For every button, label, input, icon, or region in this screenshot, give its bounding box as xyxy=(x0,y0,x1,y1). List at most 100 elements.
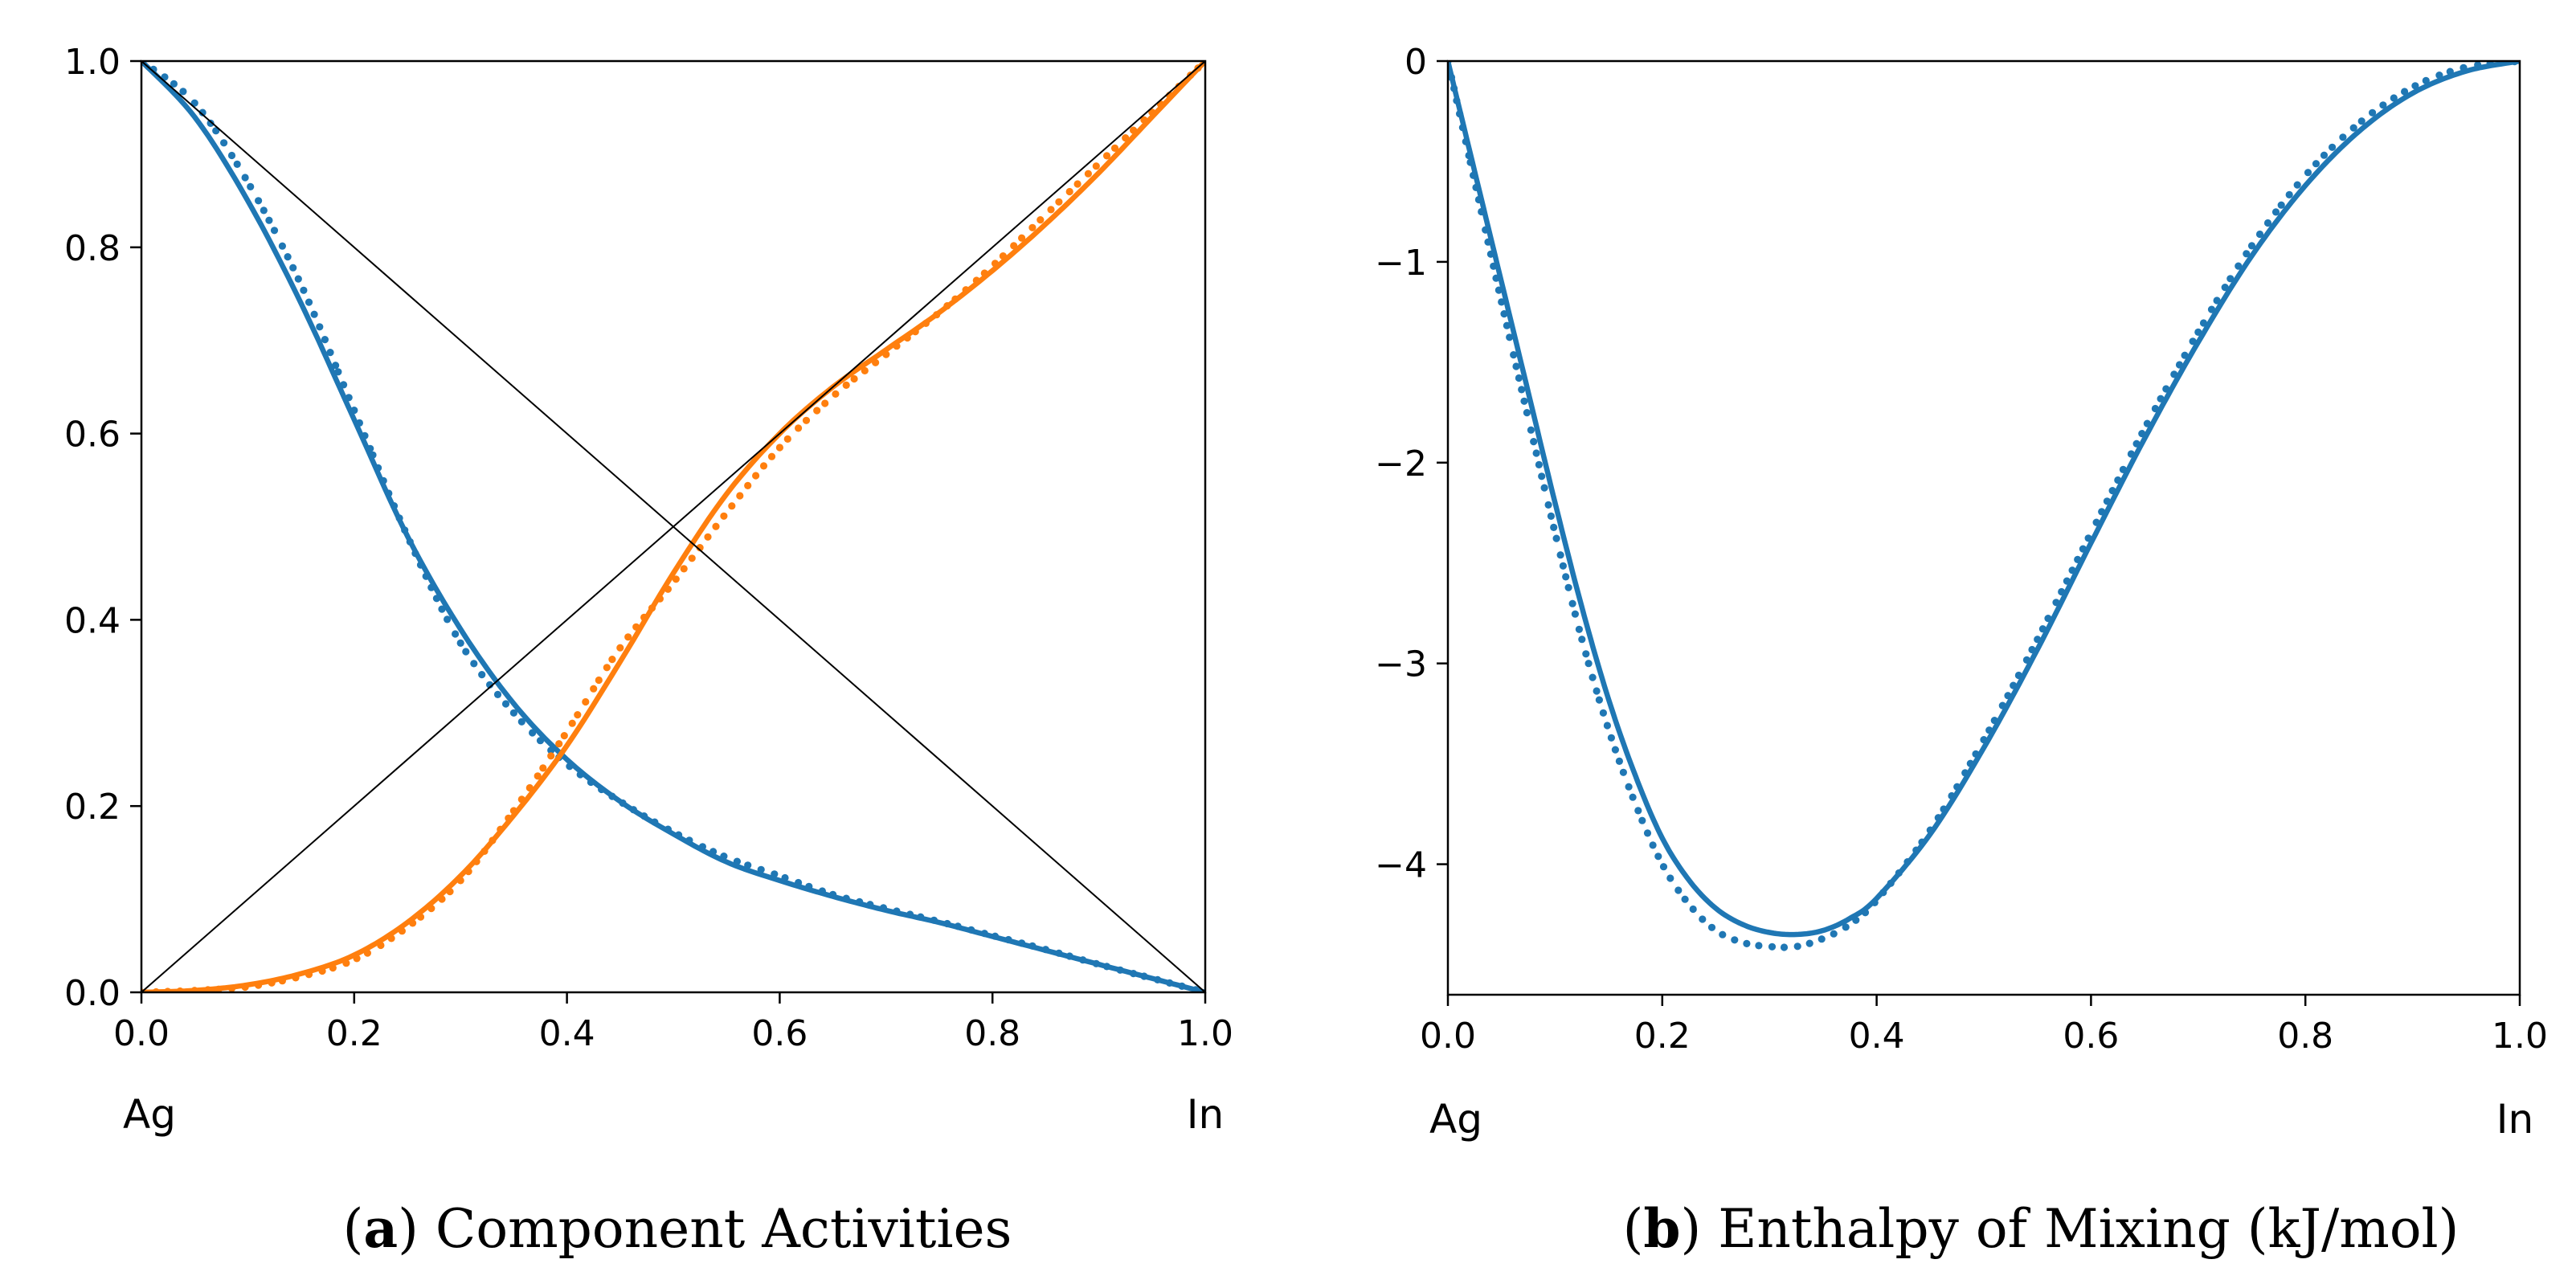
panel-a-series-2-data-point xyxy=(212,127,220,135)
panel-b-series-2-data-point xyxy=(1699,915,1707,923)
panel-b-series-2-data-point xyxy=(2285,190,2293,198)
panel-a-series-4-data-point xyxy=(922,319,930,327)
panel-a-series-4-data-point xyxy=(427,905,435,913)
panel-a-series-4-data-point xyxy=(704,533,712,541)
panel-a-series-4-data-point xyxy=(882,350,890,358)
panel-b-series-2-data-point xyxy=(2255,230,2264,239)
panel-b-series-2-data-point xyxy=(2108,487,2116,495)
panel-a-series-2-data-point xyxy=(566,763,574,771)
panel-b-series-2-data-point xyxy=(2132,440,2141,448)
panel-a-series-4-data-point xyxy=(842,381,850,389)
panel-a-series-4-data-point xyxy=(497,825,505,833)
panel-a-series-6-reference-line xyxy=(141,61,1205,992)
panel-b-series-2-data-point xyxy=(1512,362,1520,370)
panel-a-series-2-data-point xyxy=(529,729,537,737)
panel-b-x-tick-label: 0.6 xyxy=(2063,1016,2119,1057)
panel-b-series-2-data-point xyxy=(2022,656,2030,664)
panel-b-series-2-data-point xyxy=(1953,783,1961,791)
panel-a-series-4-data-point xyxy=(821,399,829,407)
panel-a-series-4-data-point xyxy=(241,983,249,992)
panel-a-series-4-data-point xyxy=(305,971,313,979)
panel-a-series-2-data-point xyxy=(906,910,914,918)
panel-b-series-2-data-point xyxy=(1830,930,1838,938)
panel-b-series-2-data-point xyxy=(1465,151,1473,160)
panel-b-series-2-data-point xyxy=(1940,805,1948,813)
panel-a-series-4-data-point xyxy=(505,814,513,822)
panel-a-series-2-data-point xyxy=(278,242,286,250)
panel-b-x-tick-label: 0.8 xyxy=(2277,1016,2333,1057)
panel-a-series-2-data-point xyxy=(517,718,525,726)
panel-b-series-2-data-point xyxy=(1638,816,1646,824)
panel-b-series-2-data-point xyxy=(2243,250,2251,258)
panel-a-series-2-data-point xyxy=(379,476,387,485)
panel-a-right-element-label: In xyxy=(1187,1091,1224,1138)
panel-b-series-2-data-point xyxy=(1990,717,1998,725)
panel-a-series-2-data-point xyxy=(771,870,779,878)
panel-a-series-4-data-point xyxy=(329,964,337,972)
panel-a-series-2-data-point xyxy=(720,853,728,861)
panel-a-series-2-data-point xyxy=(619,799,627,808)
panel-a-series-4-data-point xyxy=(1110,144,1119,152)
panel-a-series-2-data-point xyxy=(651,818,659,826)
panel-a-y-tick-label: 0.8 xyxy=(64,228,121,269)
panel-a-series-2-data-point xyxy=(547,746,555,754)
panel-b-series-2-data-point xyxy=(1972,750,1980,758)
panel-b-series-2-data-point xyxy=(2194,328,2202,336)
panel-b-series-1-model-line xyxy=(1448,61,2520,938)
panel-b-series-2-data-point xyxy=(2293,181,2301,189)
panel-b-series-2-data-point xyxy=(1615,757,1623,766)
panel-b-series-2-data-point xyxy=(2339,133,2347,141)
panel-a-series-2-data-point xyxy=(818,887,826,895)
panel-a-series-4-data-point xyxy=(1065,187,1073,196)
panel-b-series-2-data-point xyxy=(2028,645,2036,654)
panel-b-x-tick-label: 0.4 xyxy=(1849,1016,1905,1057)
panel-a-series-2-data-point xyxy=(241,174,249,182)
panel-a-series-4-data-point xyxy=(342,959,350,967)
panel-b-series-2-data-point xyxy=(2103,497,2111,505)
panel-a-series-4-data-point xyxy=(534,772,542,780)
panel-b-series-2-data-point xyxy=(2098,508,2106,516)
panel-a-series-2-data-point xyxy=(406,538,414,546)
panel-a-series-2-data-point xyxy=(198,108,206,117)
panel-b-series-2-data-point xyxy=(2084,534,2092,542)
panel-b-series-2-data-point xyxy=(1603,722,1611,730)
panel-a-axes-frame xyxy=(140,59,1207,994)
panel-b-axes-frame xyxy=(1446,59,2521,996)
panel-a-series-2-data-point xyxy=(401,526,409,534)
panel-a-series-2-data-point xyxy=(220,139,228,147)
panel-a-series-4-data-point xyxy=(903,333,911,342)
panel-b-series-2-data-point xyxy=(2349,124,2357,132)
panel-a-series-4-data-point xyxy=(190,987,198,992)
panel-b-y-tick-label: 0 xyxy=(1405,42,1427,83)
panel-a-series-4-data-point xyxy=(712,522,720,530)
panel-b-series-2-data-point xyxy=(1474,195,1482,204)
panel-b-series-2-data-point xyxy=(2271,208,2280,216)
panel-a-series-3-model-line xyxy=(141,61,1205,992)
panel-a-caption: (a) Component Activities xyxy=(343,1197,1012,1260)
panel-b-series-2-data-point xyxy=(2329,143,2337,151)
panel-b-series-2-data-point xyxy=(2226,275,2235,283)
panel-a-series-4-data-point xyxy=(933,311,941,319)
panel-a-series-2-data-point xyxy=(842,894,850,902)
panel-b-series-2-data-point xyxy=(1918,838,1926,846)
panel-a-series-2-data-point xyxy=(493,690,502,699)
panel-b-series-2-data-point xyxy=(1559,562,1567,570)
panel-b-series-2-data-point xyxy=(2010,681,2018,689)
panel-a-series-4-data-point xyxy=(1028,223,1037,231)
panel-a-series-4-data-point xyxy=(775,444,784,452)
panel-b-x-tick-label: 1.0 xyxy=(2492,1016,2548,1057)
panel-a-series-4-data-point xyxy=(377,941,385,950)
panel-b-series-2-data-point xyxy=(1611,746,1619,754)
panel-a-series-2-data-point xyxy=(1065,952,1073,960)
panel-a-series-4-data-point xyxy=(1018,234,1026,242)
panel-a-series-4-data-point xyxy=(696,544,704,552)
panel-b-series-2-data-point xyxy=(2199,319,2208,327)
panel-b-series-2-data-point xyxy=(1934,814,1942,822)
panel-a-series-2-data-point xyxy=(462,648,470,656)
panel-a-series-2-data-point xyxy=(1178,982,1186,990)
panel-a-series-4-data-point xyxy=(525,783,534,792)
panel-a-plot-area: 0.0 0.2 0.4 0.6 0.8 1.0 0.0 0.2 0.4 0.6 0.8 1.0 xyxy=(64,42,1233,1054)
panel-a-series-2-data-point xyxy=(1018,939,1026,947)
panel-a-series-4-data-point xyxy=(1140,116,1148,124)
